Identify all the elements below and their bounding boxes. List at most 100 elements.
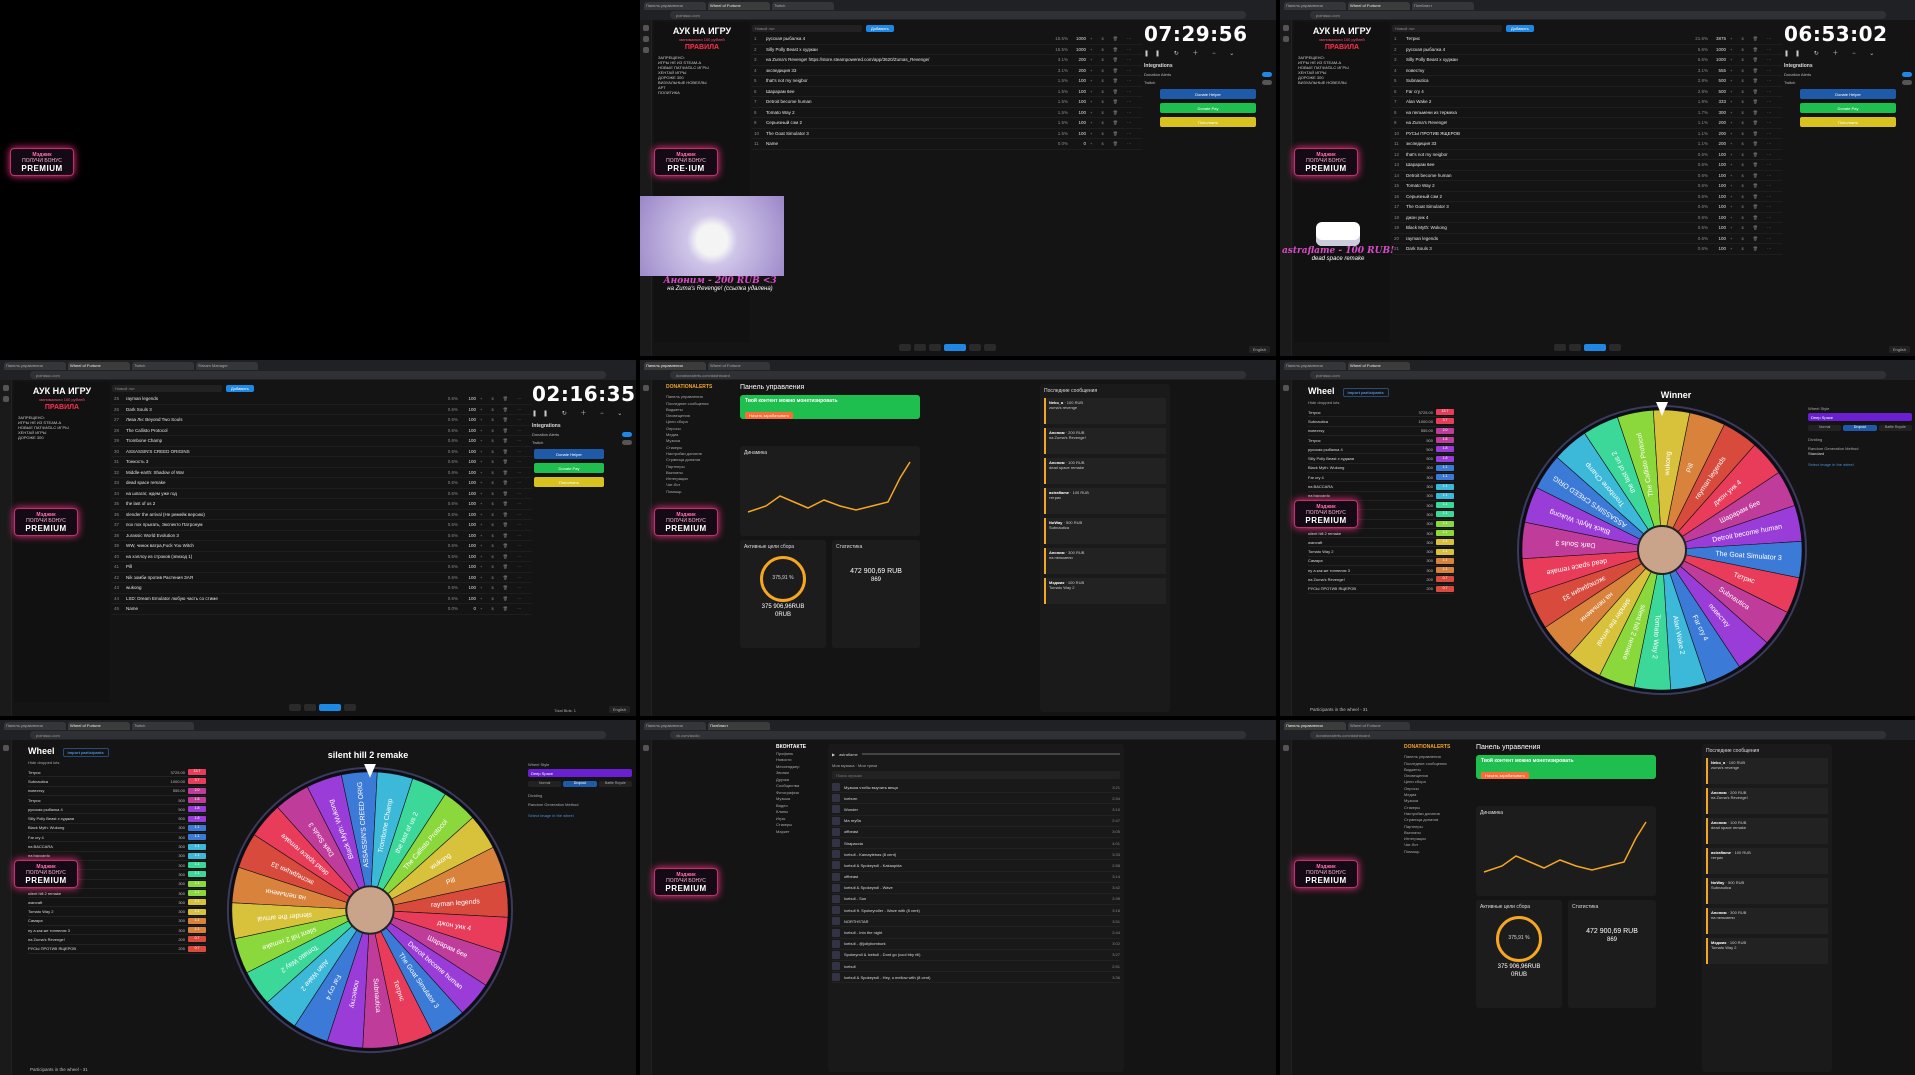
integration-toggle[interactable] [1262, 72, 1272, 77]
lot-controls[interactable]: + $ 🗑 ⋯ [480, 438, 525, 444]
tool-button[interactable] [913, 344, 926, 351]
dashboard-nav-item[interactable]: Оповещения [666, 413, 690, 419]
lot-amount[interactable]: 100 [1718, 162, 1726, 168]
app-icon[interactable] [1283, 745, 1289, 751]
tool-button-active[interactable] [1583, 344, 1606, 351]
mode-dropout[interactable]: Dropout [563, 781, 597, 787]
app-icon[interactable] [3, 396, 9, 402]
lot-amount[interactable]: 100 [1718, 235, 1726, 241]
lot-amount[interactable]: 100 [468, 543, 476, 549]
lot-controls[interactable]: + $ 🗑 ⋯ [480, 396, 525, 402]
vk-nav-item[interactable]: Стикеры [776, 822, 793, 827]
lot-controls[interactable]: + $ 🗑 ⋯ [1090, 130, 1135, 136]
language-select[interactable]: English [1248, 346, 1270, 353]
app-icon[interactable] [643, 25, 649, 31]
track-row[interactable]: Wonder 3:10 [832, 804, 1120, 816]
tool-button[interactable] [898, 344, 911, 351]
mode-battle-royale[interactable]: Battle Royale [598, 781, 632, 787]
lot-amount[interactable]: 1000 [1715, 57, 1726, 63]
tool-button[interactable] [1608, 344, 1621, 351]
browser-tab-active[interactable]: Плейлист [708, 722, 770, 730]
dashboard-nav-item[interactable]: Панель управления [1404, 754, 1441, 760]
lot-amount[interactable]: 100 [468, 490, 476, 496]
mode-normal[interactable]: Normal [528, 781, 562, 787]
dashboard-nav-item[interactable]: Интеграции [666, 476, 688, 482]
dashboard-nav-item[interactable]: Опросы [1404, 785, 1419, 791]
browser-tab[interactable]: Twitch [132, 722, 194, 730]
lot-name[interactable]: Detroit become human [766, 99, 812, 105]
url-bar[interactable]: donationalerts.com/dashboard [670, 371, 1246, 379]
wheel-style-select[interactable]: Deep Space [528, 769, 632, 777]
dashboard-nav-item[interactable]: Медиа [666, 432, 679, 438]
lot-amount[interactable]: 100 [468, 438, 476, 444]
lot-amount[interactable]: 300 [1718, 109, 1726, 115]
app-icon[interactable] [643, 745, 649, 751]
lot-controls[interactable]: + $ 🗑 ⋯ [480, 595, 525, 601]
lot-amount[interactable]: 100 [1078, 130, 1086, 136]
lot-amount[interactable]: 100 [1718, 214, 1726, 220]
lot-amount[interactable]: 100 [468, 406, 476, 412]
browser-tab-active[interactable]: Wheel of Fortune [68, 722, 130, 730]
lot-name[interactable]: Name [126, 606, 139, 612]
track-row[interactable]: NORTHSTAR 3:51 [832, 916, 1120, 928]
lot-controls[interactable]: + $ 🗑 ⋯ [1730, 204, 1775, 210]
lot-name[interactable]: на Zuma's Revenge! [1406, 120, 1448, 126]
lot-controls[interactable]: + $ 🗑 ⋯ [480, 574, 525, 580]
lot-amount[interactable]: 100 [468, 501, 476, 507]
dashboard-nav-item[interactable]: Последние сообщения [666, 400, 709, 406]
lot-controls[interactable]: + $ 🗑 ⋯ [1090, 88, 1135, 94]
lot-controls[interactable]: + $ 🗑 ⋯ [1730, 235, 1775, 241]
lot-controls[interactable]: + $ 🗑 ⋯ [1090, 67, 1135, 73]
lot-controls[interactable]: + $ 🗑 ⋯ [480, 417, 525, 423]
browser-tab[interactable]: Плейлист [1412, 2, 1474, 10]
donate-helper-button[interactable]: Donate Helper [1160, 89, 1256, 99]
lot-amount[interactable]: 200 [1718, 130, 1726, 136]
lot-controls[interactable]: + $ 🗑 ⋯ [480, 543, 525, 549]
language-select[interactable]: English [1888, 346, 1910, 353]
dashboard-nav-item[interactable]: Чат-бот [1404, 842, 1419, 848]
tool-button-active[interactable] [318, 704, 341, 711]
lot-name[interactable]: Шарарам 6ee [766, 88, 795, 94]
vk-music-tabs[interactable]: Моя музыка · Мои треки [832, 763, 878, 768]
dashboard-nav-item[interactable]: Медиа [1404, 792, 1417, 798]
lot-controls[interactable]: + $ 🗑 ⋯ [1730, 88, 1775, 94]
vk-nav-item[interactable]: Мессенджер [776, 763, 800, 769]
lot-name[interactable]: русская рыбалка 4 [1406, 46, 1446, 52]
lot-controls[interactable]: + $ 🗑 ⋯ [1730, 183, 1775, 189]
lot-name[interactable]: Alan Wake 2 [1406, 99, 1432, 105]
mode-dropout[interactable]: Dropout [1843, 425, 1877, 431]
app-icon[interactable] [643, 36, 649, 42]
app-icon[interactable] [643, 385, 649, 391]
lot-name[interactable]: The Goat Simulator 3 [766, 130, 809, 136]
url-bar[interactable]: pointauc.com [1310, 371, 1886, 379]
lot-name[interactable]: Silly Polly Beast x худжаи [766, 46, 818, 52]
app-icon[interactable] [1283, 36, 1289, 42]
lot-name[interactable]: Far cry 4 [1406, 88, 1424, 94]
browser-tab[interactable]: Панель управления [4, 362, 66, 370]
new-lot-input[interactable]: Новый лот [112, 384, 222, 392]
lot-name[interactable]: на пельмени из термеха [1406, 109, 1457, 115]
browser-tab-active[interactable]: Wheel of Fortune [68, 362, 130, 370]
hide-dropped-toggle[interactable]: Hide dropped lots [1308, 400, 1340, 405]
browser-tab-active[interactable]: Панель управления [644, 362, 706, 370]
lot-amount[interactable]: 100 [468, 448, 476, 454]
lot-controls[interactable]: + $ 🗑 ⋯ [1730, 36, 1775, 42]
integration-toggle[interactable] [1262, 80, 1272, 85]
lot-name[interactable]: Nik зомби против Растения ЗАЯ [126, 574, 193, 580]
lot-name[interactable]: экспедиция 33 [1406, 141, 1437, 147]
dashboard-nav-item[interactable]: Цели сбора [666, 419, 688, 425]
lot-name[interactable]: повестку [1406, 67, 1425, 73]
integration-toggle[interactable] [622, 440, 632, 445]
lot-amount[interactable]: 100 [468, 417, 476, 423]
lot-name[interactable]: the last of us 2 [126, 501, 156, 507]
dashboard-nav-item[interactable]: Интеграции [1404, 836, 1426, 842]
add-lot-button[interactable]: Добавить [226, 384, 254, 392]
lot-controls[interactable]: + $ 🗑 ⋯ [1730, 78, 1775, 84]
track-row[interactable]: Icebull - Into the night 2:44 [832, 927, 1120, 939]
browser-tab[interactable]: Панель управления [1284, 2, 1346, 10]
lot-controls[interactable]: + $ 🗑 ⋯ [480, 406, 525, 412]
add-lot-button[interactable]: Добавить [866, 24, 894, 32]
wheel-style-select[interactable]: Deep Space [1808, 413, 1912, 421]
dashboard-nav-item[interactable]: Музыка [666, 438, 681, 444]
lot-controls[interactable]: + $ 🗑 ⋯ [1090, 78, 1135, 84]
